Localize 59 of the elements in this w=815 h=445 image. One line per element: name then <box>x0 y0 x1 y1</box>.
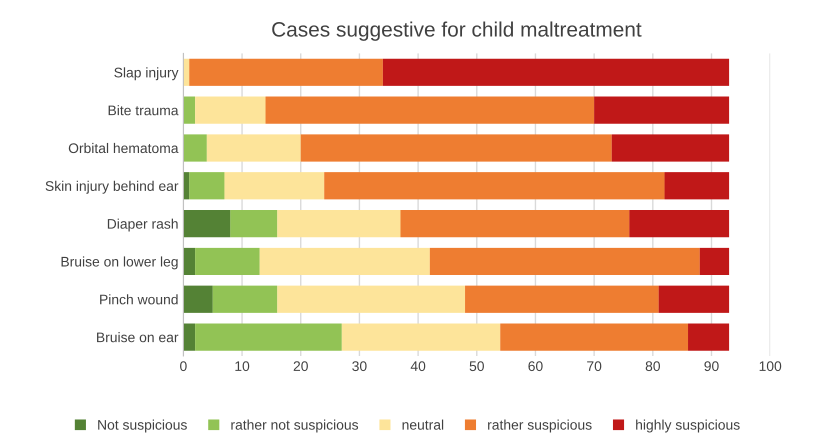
bar <box>189 172 224 200</box>
bar <box>206 134 301 162</box>
legend-label: rather suspicious <box>488 420 592 432</box>
bar <box>195 323 342 351</box>
legend-label: neutral <box>402 420 444 430</box>
bar <box>183 134 207 162</box>
bar <box>266 96 594 124</box>
x-tick-label: 0 <box>180 361 187 372</box>
bar <box>700 248 730 276</box>
bar <box>183 286 213 313</box>
x-tick-label: 10 <box>235 361 250 372</box>
bar <box>183 323 196 351</box>
bar <box>342 323 500 351</box>
y-tick-label: Bite trauma <box>108 105 179 116</box>
y-tick-label: Bruise on lower leg <box>62 256 178 270</box>
bar <box>260 248 430 276</box>
bar <box>189 58 383 86</box>
bar <box>300 134 612 162</box>
y-tick-label: Diaper rash <box>108 218 178 232</box>
bar <box>230 210 278 238</box>
x-tick-label: 90 <box>704 361 719 372</box>
x-tick-label: 60 <box>528 361 543 372</box>
bar <box>382 58 730 86</box>
bar <box>183 96 196 124</box>
bar <box>224 172 324 200</box>
y-tick-label: Orbital hematoma <box>68 142 179 154</box>
chart-title: Cases suggestive for child maltreatment <box>272 21 642 41</box>
y-tick-label: Slap injury <box>114 67 178 80</box>
x-tick-label: 100 <box>760 361 782 372</box>
bar <box>277 210 400 238</box>
legend-label: highly suspicious <box>636 420 740 432</box>
bar <box>500 323 688 351</box>
legend-label: rather not suspicious <box>231 420 358 432</box>
y-tick-label: Skin injury behind ear <box>46 180 178 194</box>
bar <box>183 210 230 238</box>
bar <box>195 248 260 276</box>
x-tick-label: 20 <box>294 361 308 372</box>
x-tick-label: 40 <box>410 361 426 372</box>
bar <box>324 172 665 200</box>
x-tick-label: 30 <box>352 361 367 372</box>
y-tick-label: Bruise on ear <box>97 332 178 342</box>
bar <box>400 210 630 238</box>
x-tick-label: 50 <box>470 361 484 372</box>
x-tick-label: 70 <box>587 361 602 372</box>
bar <box>465 286 659 313</box>
bar <box>277 286 466 313</box>
bar <box>612 134 730 162</box>
bar <box>195 96 266 124</box>
bar <box>430 248 700 276</box>
bar <box>183 248 196 276</box>
bar <box>664 172 730 200</box>
x-tick-label: 80 <box>646 361 660 372</box>
bar <box>658 286 730 313</box>
bar <box>212 286 278 313</box>
bar <box>688 323 730 351</box>
legend-label: Not suspicious <box>98 420 187 432</box>
bar <box>594 96 730 124</box>
y-tick-label: Pinch wound <box>100 294 178 304</box>
bar <box>629 210 730 238</box>
